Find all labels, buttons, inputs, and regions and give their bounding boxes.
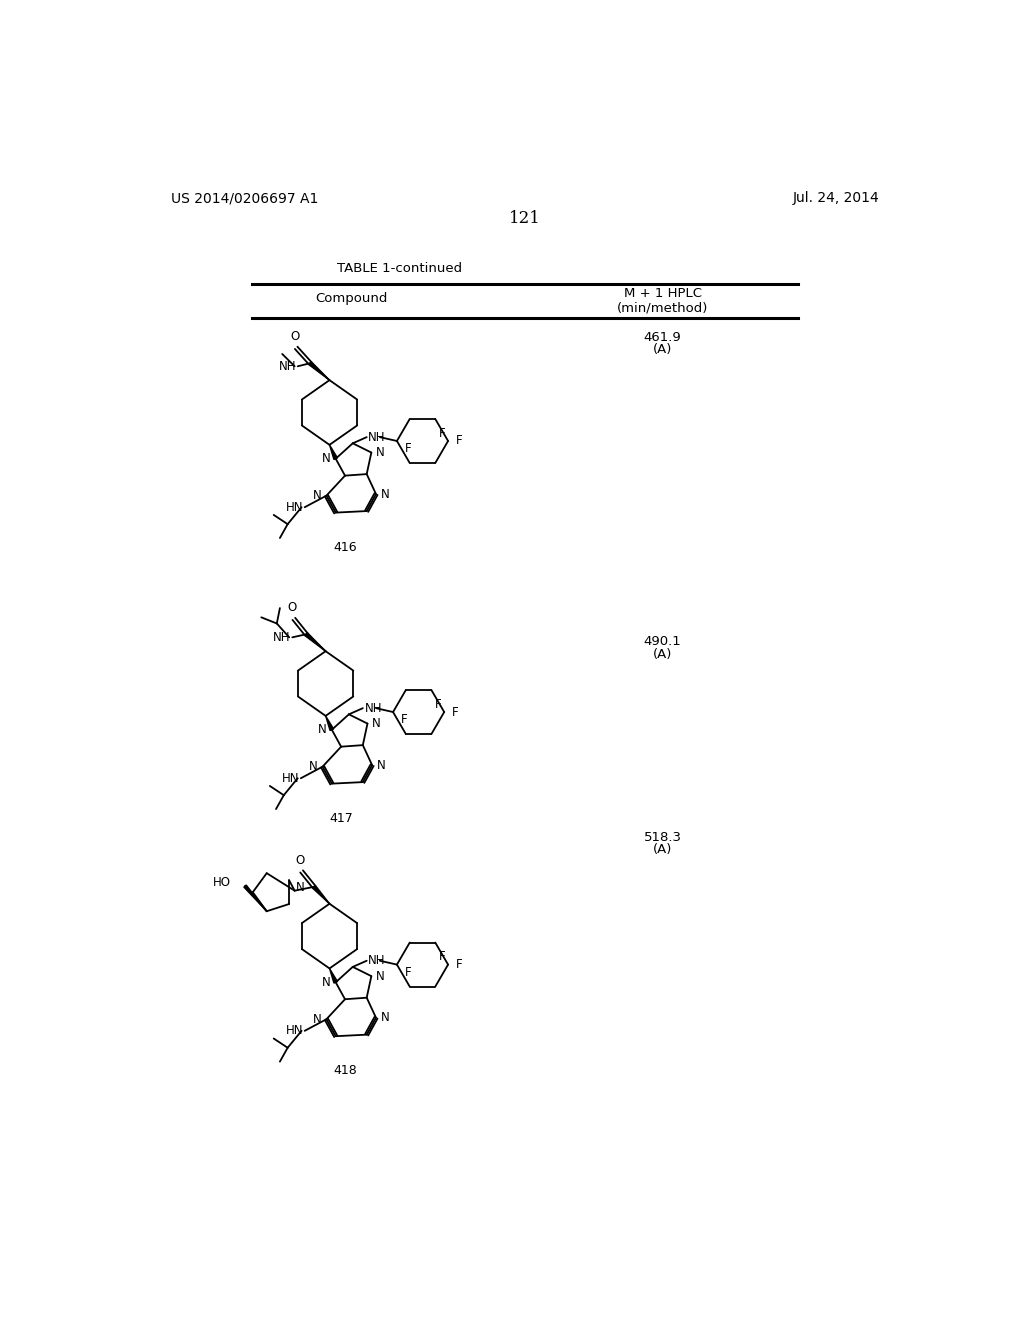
Text: O: O <box>296 854 305 867</box>
Text: NH: NH <box>369 954 386 968</box>
Polygon shape <box>309 362 330 380</box>
Text: N: N <box>317 723 327 737</box>
Text: TABLE 1-continued: TABLE 1-continued <box>337 261 462 275</box>
Text: 416: 416 <box>333 541 356 554</box>
Text: O: O <box>290 330 299 343</box>
Text: NH: NH <box>365 702 382 714</box>
Polygon shape <box>312 886 330 904</box>
Text: NH: NH <box>279 360 296 372</box>
Polygon shape <box>305 632 326 651</box>
Text: N: N <box>322 453 331 465</box>
Text: Jul. 24, 2014: Jul. 24, 2014 <box>793 191 879 206</box>
Text: F: F <box>404 966 412 979</box>
Text: F: F <box>456 434 463 447</box>
Text: NH: NH <box>273 631 291 644</box>
Text: F: F <box>456 958 463 972</box>
Text: (A): (A) <box>653 343 673 356</box>
Text: 518.3: 518.3 <box>644 832 682 843</box>
Text: (min/method): (min/method) <box>617 301 709 314</box>
Text: O: O <box>288 601 297 614</box>
Text: N: N <box>296 880 305 894</box>
Text: Compound: Compound <box>315 292 387 305</box>
Text: N: N <box>376 446 385 459</box>
Text: F: F <box>401 713 408 726</box>
Text: 461.9: 461.9 <box>644 330 682 343</box>
Text: 490.1: 490.1 <box>644 635 682 648</box>
Text: (A): (A) <box>653 648 673 661</box>
Text: N: N <box>372 717 381 730</box>
Text: F: F <box>452 705 459 718</box>
Text: NH: NH <box>369 430 386 444</box>
Text: HN: HN <box>286 1024 303 1038</box>
Text: HO: HO <box>213 876 231 890</box>
Text: 417: 417 <box>330 812 353 825</box>
Text: N: N <box>381 487 389 500</box>
Text: US 2014/0206697 A1: US 2014/0206697 A1 <box>171 191 318 206</box>
Text: 418: 418 <box>333 1064 357 1077</box>
Polygon shape <box>244 884 266 911</box>
Text: F: F <box>434 698 441 710</box>
Text: (A): (A) <box>653 843 673 857</box>
Polygon shape <box>330 969 338 983</box>
Text: N: N <box>322 975 331 989</box>
Text: N: N <box>377 759 385 772</box>
Text: N: N <box>313 490 322 502</box>
Polygon shape <box>326 715 334 730</box>
Text: N: N <box>313 1012 322 1026</box>
Text: F: F <box>438 426 445 440</box>
Text: HN: HN <box>286 500 303 513</box>
Polygon shape <box>330 445 338 459</box>
Text: 121: 121 <box>509 210 541 227</box>
Text: HN: HN <box>282 772 299 785</box>
Text: N: N <box>309 760 317 774</box>
Text: N: N <box>376 970 385 982</box>
Text: F: F <box>438 950 445 964</box>
Text: F: F <box>404 442 412 455</box>
Text: N: N <box>381 1011 389 1024</box>
Text: M + 1 HPLC: M + 1 HPLC <box>624 288 701 301</box>
